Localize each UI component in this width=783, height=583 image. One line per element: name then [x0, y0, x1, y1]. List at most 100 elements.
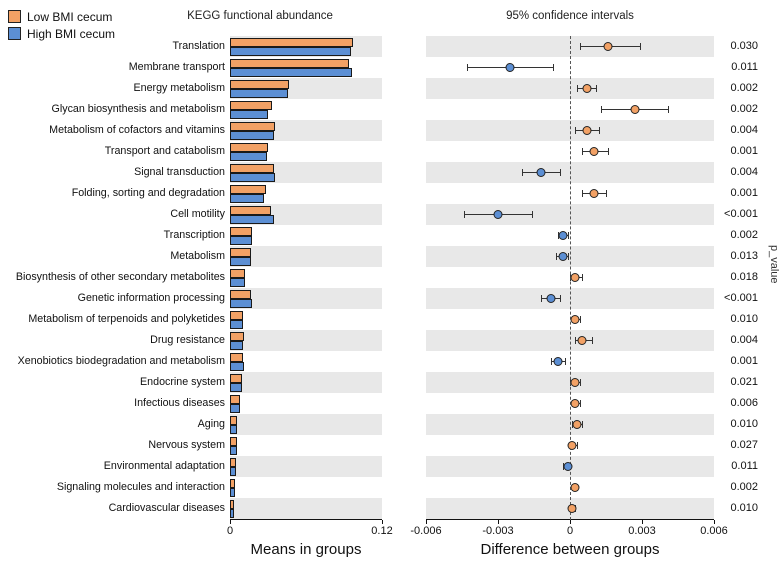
- means-plot-cell: [230, 456, 382, 477]
- means-plot-cell: [230, 78, 382, 99]
- ci-plot-cell: [426, 477, 714, 498]
- ci-plot-cell: [426, 351, 714, 372]
- high-bmi-bar: [230, 257, 252, 266]
- ci-plot-cell: [426, 162, 714, 183]
- means-plot-cell: [230, 477, 382, 498]
- p-value: 0.030: [730, 40, 758, 52]
- ci-plot-cell: [426, 120, 714, 141]
- ci-mean-dot: [570, 273, 580, 282]
- row-label: Metabolism of terpenoids and polyketides: [28, 313, 225, 325]
- high-bmi-bar: [230, 509, 235, 518]
- high-bmi-bar: [230, 152, 267, 161]
- ci-mean-dot: [582, 126, 592, 135]
- chart-row: Transport and catabolism 0.001: [0, 141, 762, 162]
- high-bmi-bar: [230, 362, 244, 371]
- ci-mean-dot: [567, 441, 577, 450]
- row-label: Endocrine system: [140, 376, 225, 388]
- means-plot-cell: [230, 435, 382, 456]
- chart-row: Translation 0.030: [0, 36, 762, 57]
- low-bmi-bar: [230, 143, 269, 152]
- high-bmi-bar: [230, 194, 265, 203]
- chart-row: Environmental adaptation 0.011: [0, 456, 762, 477]
- high-bmi-bar: [230, 278, 245, 287]
- ci-plot-cell: [426, 498, 714, 519]
- panel-gap: [382, 57, 426, 78]
- ci-plot-cell: [426, 36, 714, 57]
- p-value: 0.002: [730, 103, 758, 115]
- panel-gap: [382, 477, 426, 498]
- p-value: <0.001: [724, 208, 758, 220]
- high-bmi-bar: [230, 488, 235, 497]
- ci-mean-dot: [603, 42, 613, 51]
- low-bmi-bar: [230, 80, 289, 89]
- low-bmi-bar: [230, 248, 251, 257]
- ci-mean-dot: [567, 504, 577, 513]
- ci-plot-cell: [426, 183, 714, 204]
- ci-cap-right: [531, 211, 533, 218]
- ci-mean-dot: [546, 294, 556, 303]
- chart-row: Energy metabolism 0.002: [0, 78, 762, 99]
- panel-gap: [382, 204, 426, 225]
- chart-row: Metabolism 0.013: [0, 246, 762, 267]
- axis-tick: [382, 520, 383, 524]
- p-value: 0.011: [731, 460, 758, 472]
- panel-gap: [382, 456, 426, 477]
- chart-row: Nervous system 0.027: [0, 435, 762, 456]
- p-value: 0.001: [730, 187, 758, 199]
- ci-plot-cell: [426, 99, 714, 120]
- ci-cap-left: [555, 253, 557, 260]
- chart-rows: Translation 0.030 Membrane transport 0.011 E…: [0, 36, 762, 519]
- panel-gap: [382, 162, 426, 183]
- high-bmi-bar: [230, 446, 237, 455]
- p-value: 0.004: [730, 166, 758, 178]
- ci-cap-right: [608, 148, 610, 155]
- low-bmi-bar: [230, 500, 235, 509]
- p-value: 0.002: [730, 82, 758, 94]
- low-bmi-bar: [230, 290, 252, 299]
- high-bmi-bar: [230, 131, 275, 140]
- row-label: Transcription: [163, 229, 225, 241]
- chart-row: Membrane transport 0.011: [0, 57, 762, 78]
- ci-cap-right: [582, 274, 583, 281]
- ci-cap-right: [560, 295, 562, 302]
- axis-tick: [498, 520, 499, 524]
- legend-swatch-low-icon: [8, 10, 21, 23]
- row-label: Signal transduction: [134, 166, 225, 178]
- ci-cap-right: [606, 190, 607, 197]
- means-plot-cell: [230, 309, 382, 330]
- ci-cap-left: [550, 358, 552, 365]
- row-label: Infectious diseases: [134, 397, 225, 409]
- legend-label-high: High BMI cecum: [27, 26, 116, 41]
- ci-cap-left: [464, 211, 466, 218]
- means-plot-cell: [230, 225, 382, 246]
- ci-plot-cell: [426, 78, 714, 99]
- p-value: 0.010: [730, 313, 758, 325]
- panel-gap: [382, 225, 426, 246]
- chart-row: Cell motility <0.001: [0, 204, 762, 225]
- axis-tick-label: 0: [226, 525, 234, 537]
- ci-mean-dot: [572, 420, 582, 429]
- means-plot-cell: [230, 372, 382, 393]
- axis-tick-label: -0.003: [482, 525, 514, 537]
- chart-row: Aging 0.010: [0, 414, 762, 435]
- ci-plot-cell: [426, 309, 714, 330]
- ci-cap-right: [560, 169, 562, 176]
- low-bmi-bar: [230, 437, 237, 446]
- p-value: 0.010: [730, 418, 758, 430]
- ci-cap-right: [598, 127, 600, 134]
- ci-plot-cell: [426, 141, 714, 162]
- means-plot-cell: [230, 183, 382, 204]
- p-value: 0.006: [730, 397, 758, 409]
- row-label: Transport and catabolism: [104, 145, 225, 157]
- low-bmi-bar: [230, 59, 349, 68]
- ci-cap-left: [574, 337, 576, 344]
- high-bmi-bar: [230, 341, 244, 350]
- chart-row: Biosynthesis of other secondary metaboli…: [0, 267, 762, 288]
- means-plot-cell: [230, 120, 382, 141]
- low-bmi-bar: [230, 269, 245, 278]
- low-bmi-bar: [230, 458, 236, 467]
- legend-label-low: Low BMI cecum: [27, 9, 113, 24]
- row-label: Drug resistance: [150, 334, 225, 346]
- row-label: Cell motility: [170, 208, 225, 220]
